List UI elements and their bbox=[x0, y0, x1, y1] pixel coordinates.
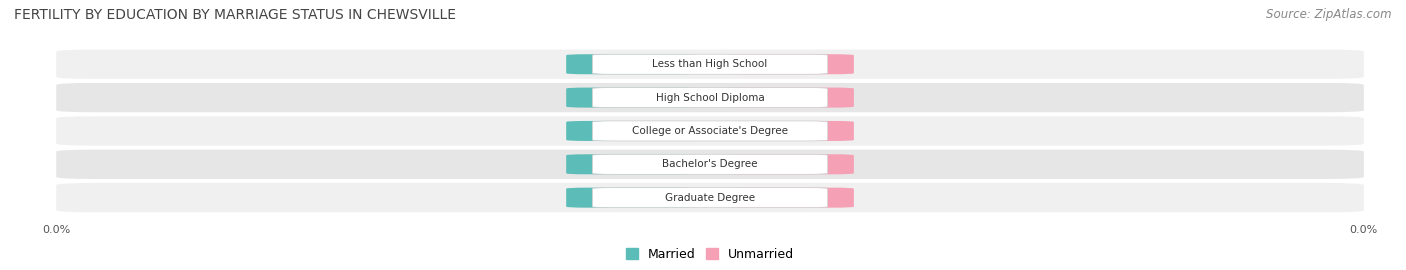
FancyBboxPatch shape bbox=[56, 183, 1364, 212]
FancyBboxPatch shape bbox=[592, 154, 828, 174]
FancyBboxPatch shape bbox=[723, 121, 853, 141]
FancyBboxPatch shape bbox=[592, 87, 828, 108]
Text: 0.0%: 0.0% bbox=[617, 93, 647, 103]
Text: Less than High School: Less than High School bbox=[652, 59, 768, 69]
Text: 0.0%: 0.0% bbox=[617, 159, 647, 169]
FancyBboxPatch shape bbox=[56, 50, 1364, 79]
FancyBboxPatch shape bbox=[567, 188, 697, 208]
Legend: Married, Unmarried: Married, Unmarried bbox=[626, 248, 794, 261]
FancyBboxPatch shape bbox=[592, 121, 828, 141]
FancyBboxPatch shape bbox=[567, 121, 697, 141]
Text: 0.0%: 0.0% bbox=[617, 193, 647, 203]
FancyBboxPatch shape bbox=[56, 116, 1364, 146]
FancyBboxPatch shape bbox=[592, 54, 828, 74]
Text: College or Associate's Degree: College or Associate's Degree bbox=[633, 126, 787, 136]
FancyBboxPatch shape bbox=[567, 87, 697, 108]
FancyBboxPatch shape bbox=[723, 54, 853, 74]
Text: 0.0%: 0.0% bbox=[773, 126, 803, 136]
FancyBboxPatch shape bbox=[56, 150, 1364, 179]
Text: 0.0%: 0.0% bbox=[773, 193, 803, 203]
Text: 0.0%: 0.0% bbox=[773, 59, 803, 69]
FancyBboxPatch shape bbox=[723, 154, 853, 174]
Text: 0.0%: 0.0% bbox=[773, 159, 803, 169]
FancyBboxPatch shape bbox=[56, 83, 1364, 112]
Text: FERTILITY BY EDUCATION BY MARRIAGE STATUS IN CHEWSVILLE: FERTILITY BY EDUCATION BY MARRIAGE STATU… bbox=[14, 8, 456, 22]
FancyBboxPatch shape bbox=[723, 87, 853, 108]
FancyBboxPatch shape bbox=[567, 54, 697, 74]
Text: Graduate Degree: Graduate Degree bbox=[665, 193, 755, 203]
Text: 0.0%: 0.0% bbox=[617, 126, 647, 136]
Text: High School Diploma: High School Diploma bbox=[655, 93, 765, 103]
FancyBboxPatch shape bbox=[567, 154, 697, 174]
FancyBboxPatch shape bbox=[723, 188, 853, 208]
Text: Bachelor's Degree: Bachelor's Degree bbox=[662, 159, 758, 169]
Text: Source: ZipAtlas.com: Source: ZipAtlas.com bbox=[1267, 8, 1392, 21]
Text: 0.0%: 0.0% bbox=[773, 93, 803, 103]
Text: 0.0%: 0.0% bbox=[617, 59, 647, 69]
FancyBboxPatch shape bbox=[592, 188, 828, 208]
